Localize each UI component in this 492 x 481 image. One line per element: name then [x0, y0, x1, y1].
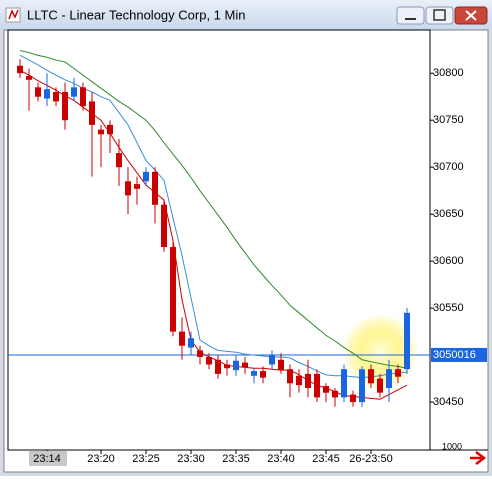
- x-tick-label: 23:25: [132, 453, 160, 465]
- candle-body: [377, 378, 383, 393]
- candle-body: [26, 76, 32, 80]
- candle-body: [296, 375, 302, 386]
- window-title: LLTC - Linear Technology Corp, 1 Min: [27, 7, 245, 22]
- candle-body: [242, 362, 248, 368]
- candle-body: [197, 350, 203, 357]
- candle-body: [44, 89, 50, 99]
- y-tick-label: 30650: [433, 208, 464, 220]
- candle-body: [80, 87, 86, 107]
- y-tick-label: 30700: [433, 161, 464, 173]
- candle-body: [179, 331, 185, 346]
- candle-body: [323, 386, 329, 393]
- candle-body: [107, 124, 113, 135]
- x-tick-label: 23:20: [87, 453, 115, 465]
- x-tick-label: 23:45: [312, 453, 340, 465]
- candle-body: [233, 360, 239, 371]
- candle-body: [251, 371, 257, 376]
- candle-body: [278, 359, 284, 371]
- x-tick-label: 26-23:50: [349, 453, 392, 465]
- candle-body: [116, 153, 122, 168]
- candle-body: [17, 65, 23, 74]
- candle-body: [341, 369, 347, 398]
- chart-layer: 30450 30550 30600 30650 30700 30750 30800 23:14…: [8, 50, 487, 466]
- candle-body: [260, 371, 266, 378]
- candle-body: [215, 359, 221, 374]
- app-icon-glyph: [8, 9, 19, 20]
- x-tick-label: 23:40: [267, 453, 295, 465]
- maximize-button[interactable]: [425, 6, 454, 25]
- candle-body: [395, 369, 401, 377]
- x-tick-label: 23:35: [222, 453, 250, 465]
- candle-body: [359, 369, 365, 403]
- candle-body: [332, 390, 338, 398]
- volume-scale-label: 1000: [442, 441, 462, 451]
- candle-body: [152, 171, 158, 205]
- candle-body: [404, 312, 410, 370]
- x-tick-label: 23:30: [177, 453, 205, 465]
- minimize-button[interactable]: [396, 6, 425, 25]
- close-glyph: [465, 10, 477, 21]
- candle-body: [206, 356, 212, 365]
- candle-body: [386, 369, 392, 388]
- candle-body: [62, 92, 68, 121]
- candle-body: [71, 87, 77, 97]
- candle-body: [350, 394, 356, 403]
- current-price-box: [431, 347, 487, 362]
- candle-body: [161, 204, 167, 248]
- y-tick-label: 30550: [433, 302, 464, 314]
- candle-body: [134, 184, 140, 189]
- x-label-highlight: [29, 451, 67, 466]
- current-price-label: 3050016: [433, 349, 476, 361]
- candle-body: [188, 338, 194, 348]
- candle-body: [314, 373, 320, 398]
- candle-body: [98, 129, 104, 135]
- candle-body: [269, 355, 275, 365]
- candle-body: [287, 369, 293, 384]
- candle-body: [89, 101, 95, 125]
- candle-body: [143, 171, 149, 182]
- x-tick-label: 23:14: [33, 453, 61, 465]
- y-tick-label: 30600: [433, 255, 464, 267]
- scroll-arrow[interactable]: [470, 451, 487, 465]
- candle-body: [305, 373, 311, 388]
- candle-body: [170, 247, 176, 332]
- candle-body: [35, 87, 41, 97]
- candle-body: [125, 181, 131, 196]
- maximize-glyph: [433, 9, 446, 21]
- y-tick-label: 30450: [433, 396, 464, 408]
- y-tick-label: 30800: [433, 67, 464, 79]
- moving-average: [19, 50, 408, 369]
- y-tick-label: 30750: [433, 114, 464, 126]
- candle-body: [53, 92, 59, 102]
- candle-body: [368, 369, 374, 384]
- candle-body: [224, 364, 230, 369]
